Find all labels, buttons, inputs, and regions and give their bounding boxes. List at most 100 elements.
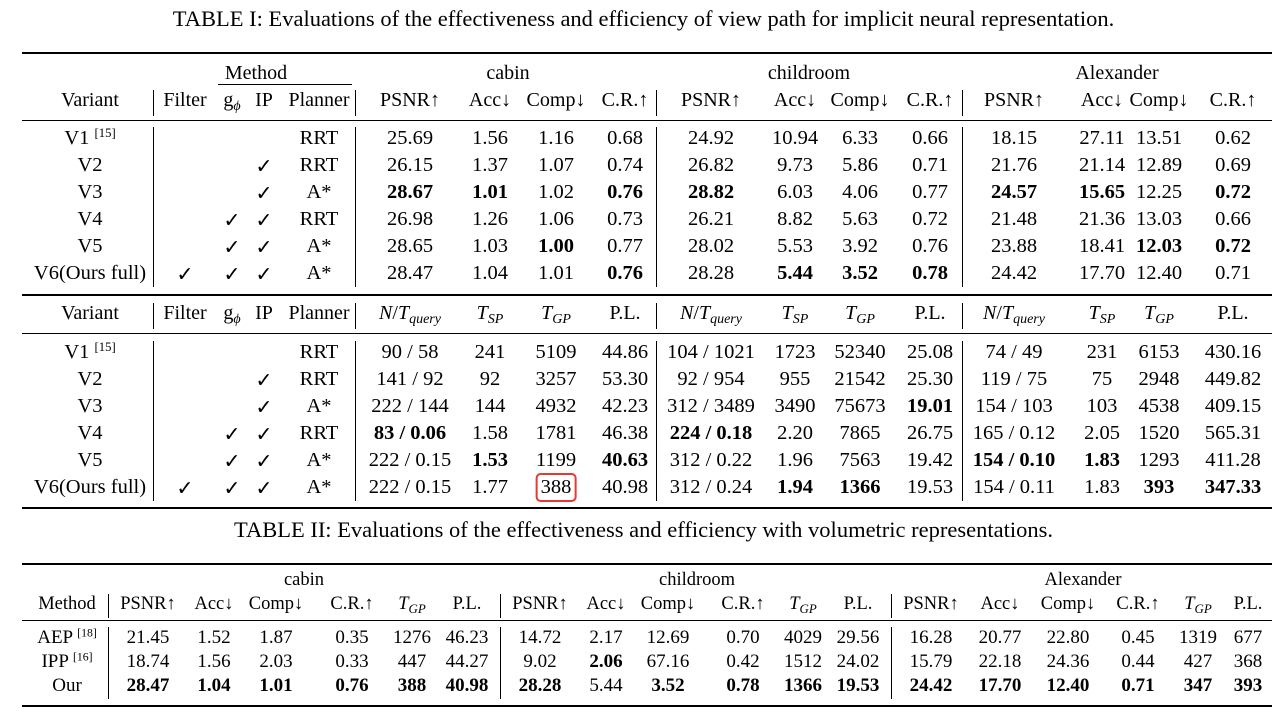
table-cell: RRT xyxy=(299,127,339,149)
table-cell: 104 / 1021 xyxy=(667,341,755,363)
column-separator xyxy=(962,303,963,329)
table-cell: 1.83 xyxy=(1084,476,1120,498)
table-cell: RRT xyxy=(299,208,339,230)
table-cell: 241 xyxy=(474,341,506,363)
table-cell: ✓ xyxy=(223,478,241,500)
table-cell: 28.82 xyxy=(687,181,735,203)
table-cell: ✓ xyxy=(176,478,194,500)
header-cell: PSNR↑ xyxy=(680,89,742,111)
table1-top-rule xyxy=(22,52,1272,54)
table-cell: 6153 xyxy=(1138,341,1180,363)
table-cell: 409.15 xyxy=(1204,395,1262,417)
table-cell: 0.66 xyxy=(1215,208,1251,230)
table-cell: 6.33 xyxy=(842,127,878,149)
table-cell: IPP [16] xyxy=(41,650,93,672)
table-cell: 1199 xyxy=(535,449,577,471)
table-cell: ✓ xyxy=(176,264,194,286)
table-cell: 46.38 xyxy=(601,422,649,444)
table-cell: 9.73 xyxy=(777,154,813,176)
table-cell: 0.73 xyxy=(607,208,643,230)
table-cell: 1781 xyxy=(535,422,577,444)
table-cell: A* xyxy=(306,235,332,257)
table-cell: 393 xyxy=(1233,675,1263,696)
header-cell: N/Tquery xyxy=(680,302,742,328)
table-cell: 14.72 xyxy=(518,627,562,648)
table-cell: 17.70 xyxy=(1078,262,1126,284)
group-header: Alexander xyxy=(1044,570,1122,590)
header-cell: Planner xyxy=(288,302,350,324)
table-cell: 222 / 144 xyxy=(371,395,449,417)
column-separator xyxy=(891,594,892,618)
column-separator xyxy=(355,341,356,501)
table-cell: 74 / 49 xyxy=(985,341,1043,363)
table-cell: 5.63 xyxy=(842,208,878,230)
table-cell: 1.01 xyxy=(538,262,574,284)
table-cell: 222 / 0.15 xyxy=(368,449,452,471)
table-cell: ✓ xyxy=(255,237,273,259)
table-cell: 42.23 xyxy=(601,395,649,417)
header-cell: Comp↓ xyxy=(1129,89,1189,111)
header-cell: PSNR↑ xyxy=(512,594,568,614)
table-cell: 52340 xyxy=(834,341,886,363)
table-cell: 1512 xyxy=(784,651,822,672)
table-cell: 103 xyxy=(1086,395,1118,417)
table-cell: 44.27 xyxy=(445,651,489,672)
column-separator xyxy=(500,627,501,699)
table-cell: 24.57 xyxy=(990,181,1038,203)
header-cell: C.R.↑ xyxy=(1209,89,1257,111)
header-cell: P.L. xyxy=(914,302,946,324)
table-cell: 26.75 xyxy=(906,422,954,444)
header-cell: gϕ xyxy=(223,302,241,328)
header-cell: C.R.↑ xyxy=(906,89,954,111)
header-cell: N/Tquery xyxy=(379,302,441,328)
table-cell: 4029 xyxy=(784,627,822,648)
table-cell: 0.33 xyxy=(335,651,369,672)
table-cell: 0.69 xyxy=(1215,154,1251,176)
table-cell: 40.63 xyxy=(601,449,649,471)
table-cell: 19.53 xyxy=(836,675,880,696)
header-cell: TSP xyxy=(781,302,809,328)
table-cell: 1.96 xyxy=(777,449,813,471)
table-cell: A* xyxy=(306,262,332,284)
table-cell: 12.40 xyxy=(1046,675,1090,696)
table-cell: 3.92 xyxy=(842,235,878,257)
group-header: childroom xyxy=(767,62,851,84)
table-cell: 12.40 xyxy=(1135,262,1183,284)
table-cell: 0.35 xyxy=(335,627,369,648)
table-cell: 1276 xyxy=(393,627,431,648)
table1-header-rule xyxy=(22,120,1272,121)
header-cell: gϕ xyxy=(223,89,241,115)
table-cell: 231 xyxy=(1086,341,1118,363)
table-cell: 0.70 xyxy=(726,627,760,648)
table-cell: 19.01 xyxy=(906,395,954,417)
table-cell: 24.92 xyxy=(687,127,735,149)
header-cell: TGP xyxy=(789,594,817,616)
table-cell: 0.78 xyxy=(912,262,948,284)
table-cell: 677 xyxy=(1233,627,1263,648)
header-cell: Acc↓ xyxy=(468,89,512,111)
header-cell: TGP xyxy=(1184,594,1212,616)
table-cell: 18.15 xyxy=(990,127,1038,149)
table-cell: 92 xyxy=(479,368,501,390)
table-cell: 24.42 xyxy=(990,262,1038,284)
table2-header-rule xyxy=(22,620,1272,621)
column-separator xyxy=(108,594,109,618)
table-cell: Our xyxy=(52,675,82,696)
group-header: cabin xyxy=(486,62,530,84)
column-separator xyxy=(500,594,501,618)
table-cell: ✓ xyxy=(255,370,273,392)
table-cell: 565.31 xyxy=(1204,422,1262,444)
table-cell: ✓ xyxy=(255,451,273,473)
table-cell: 16.28 xyxy=(909,627,953,648)
table-cell: ✓ xyxy=(255,156,273,178)
table-cell: 0.42 xyxy=(726,651,760,672)
table-cell: 1.58 xyxy=(472,422,508,444)
table1-bottom-rule xyxy=(22,507,1272,509)
table-cell: 3490 xyxy=(774,395,816,417)
table-cell: 22.80 xyxy=(1046,627,1090,648)
table-cell: 24.02 xyxy=(836,651,880,672)
table-cell: 1.02 xyxy=(538,181,574,203)
header-cell: P.L. xyxy=(609,302,641,324)
method-cmidrule xyxy=(218,84,352,85)
table-cell: 27.11 xyxy=(1079,127,1125,149)
